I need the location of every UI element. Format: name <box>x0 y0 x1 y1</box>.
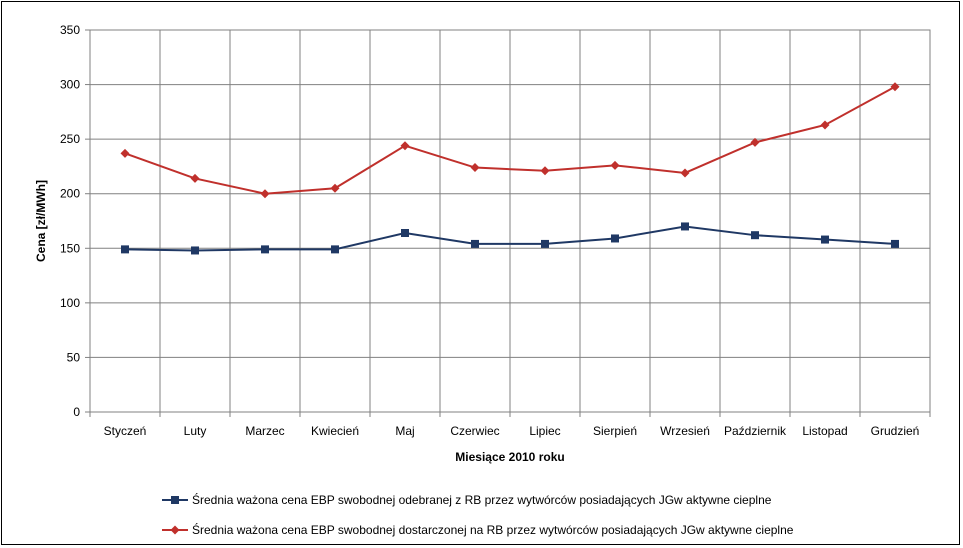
x-tick-label: Grudzień <box>871 424 920 438</box>
data-point <box>681 222 689 231</box>
x-axis-title: Miesiące 2010 roku <box>455 450 564 464</box>
data-point <box>751 231 759 240</box>
data-point <box>400 141 410 151</box>
x-axis-ticks: Styczeń Luty Marzec Kwiecień Maj Czerwiec Lipi… <box>89 412 931 438</box>
data-point <box>261 245 269 254</box>
data-point <box>820 120 830 130</box>
y-tick-label: 100 <box>60 296 80 310</box>
x-tick-label: Maj <box>395 424 414 438</box>
x-tick-label: Listopad <box>802 424 847 438</box>
data-point <box>260 189 270 199</box>
legend-label: Średnia ważona cena EBP swobodnej dostar… <box>192 522 794 537</box>
legend-marker <box>171 496 179 504</box>
data-point <box>611 234 619 243</box>
legend-item: Średnia ważona cena EBP swobodnej dostar… <box>162 522 794 537</box>
data-point <box>330 183 340 193</box>
data-point <box>331 245 339 254</box>
series-line <box>124 85 896 195</box>
series-1 <box>120 82 900 199</box>
y-tick-label: 50 <box>67 350 81 364</box>
x-tick-label: Lipiec <box>529 424 560 438</box>
y-tick-label: 250 <box>60 132 80 146</box>
y-tick-label: 0 <box>73 405 80 419</box>
legend-label: Średnia ważona cena EBP swobodnej odebra… <box>192 492 772 507</box>
data-point <box>190 173 200 183</box>
data-point <box>470 163 480 173</box>
x-tick-label: Kwiecień <box>311 424 359 438</box>
legend-marker <box>170 525 180 535</box>
data-point <box>610 160 620 170</box>
x-tick-label: Marzec <box>245 424 284 438</box>
y-tick-label: 150 <box>60 241 80 255</box>
data-point <box>680 168 690 178</box>
x-tick-label: Sierpień <box>593 424 637 438</box>
data-point <box>401 229 409 238</box>
x-tick-label: Wrzesień <box>660 424 710 438</box>
data-point <box>750 137 760 147</box>
data-point <box>890 82 900 92</box>
x-tick-label: Czerwiec <box>450 424 499 438</box>
y-axis-title: Cena [zł/MWh] <box>34 180 48 262</box>
data-point <box>541 239 549 248</box>
y-tick-label: 200 <box>60 187 80 201</box>
x-tick-label: Styczeń <box>104 424 147 438</box>
x-tick-label: Luty <box>184 424 207 438</box>
data-point <box>891 239 899 248</box>
data-point <box>821 235 829 244</box>
series-lines <box>120 82 900 255</box>
data-point <box>471 239 479 248</box>
x-tick-label: Październik <box>724 424 787 438</box>
gridlines <box>90 29 930 413</box>
series-0 <box>121 222 899 255</box>
y-tick-label: 350 <box>60 23 80 37</box>
legend-item: Średnia ważona cena EBP swobodnej odebra… <box>162 492 772 507</box>
legend: Średnia ważona cena EBP swobodnej odebra… <box>162 492 794 537</box>
data-point <box>540 166 550 176</box>
data-point <box>191 246 199 255</box>
y-axis-ticks: 0 50 100 150 200 250 300 350 <box>60 23 90 419</box>
data-point <box>120 148 130 158</box>
series-line <box>124 225 896 252</box>
y-tick-label: 300 <box>60 78 80 92</box>
data-point <box>121 245 129 254</box>
